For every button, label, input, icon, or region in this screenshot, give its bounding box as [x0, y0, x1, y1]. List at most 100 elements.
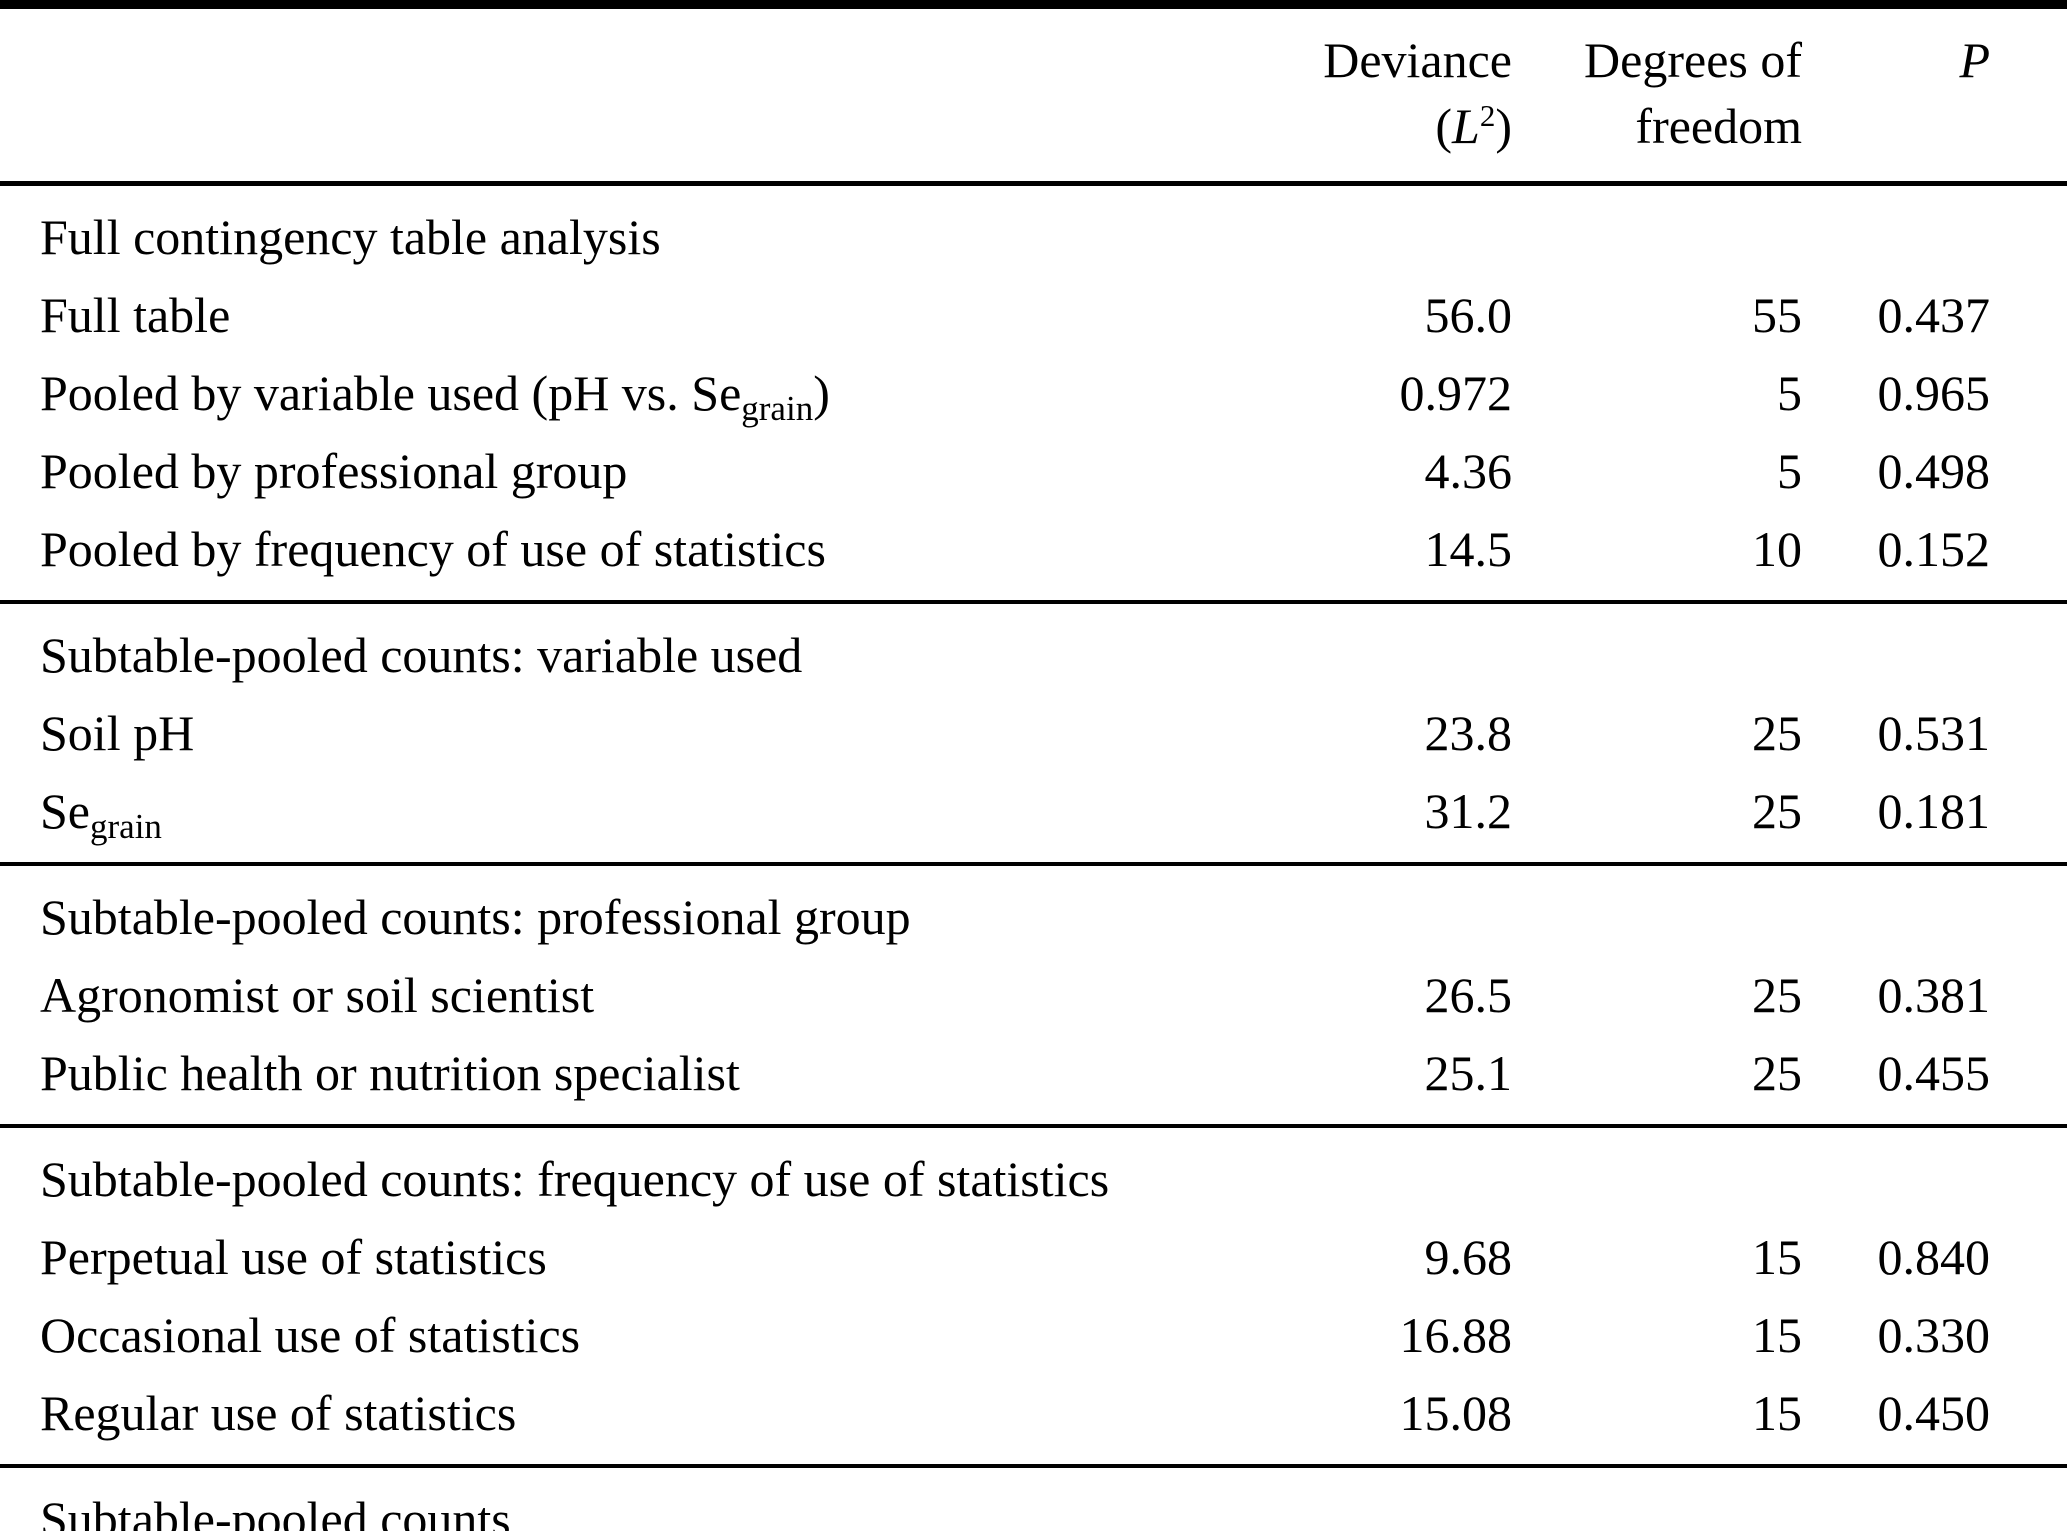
deviance-value: 16.88 [1399, 1307, 1513, 1363]
close-paren: ) [1495, 98, 1512, 154]
table-row: Soil pH 23.8 25 0.531 [0, 694, 2067, 772]
df-value [1512, 1466, 1802, 1531]
table-row: Occasional use of statistics 16.88 15 0.… [0, 1296, 2067, 1374]
section-header-label: Subtable-pooled counts [40, 1491, 511, 1531]
section-header-row: Subtable-pooled counts [0, 1466, 2067, 1531]
p-value: 0.498 [1877, 443, 1991, 499]
p-value: 0.531 [1877, 705, 1991, 761]
table-row: Segrain 31.2 25 0.181 [0, 772, 2067, 864]
grain-subscript: grain [90, 806, 162, 846]
deviance-value: 25.1 [1424, 1045, 1513, 1101]
p-value [1802, 1466, 2067, 1531]
df-value: 5 [1777, 443, 1802, 499]
df-value: 25 [1752, 967, 1802, 1023]
df-value: 15 [1752, 1385, 1802, 1441]
df-value: 25 [1752, 783, 1802, 839]
table-row: Pooled by professional group 4.36 5 0.49… [0, 432, 2067, 510]
row-label: Pooled by professional group [40, 443, 628, 499]
section-header-label: Subtable-pooled counts: frequency of use… [40, 1151, 1110, 1207]
p-value: 0.152 [1877, 521, 1991, 577]
section-header-row: Full contingency table analysis [0, 184, 2067, 277]
section-header-label: Full contingency table analysis [40, 209, 661, 265]
p-value: 0.437 [1877, 287, 1991, 343]
row-label: Agronomist or soil scientist [40, 967, 595, 1023]
header-row: Deviance (L2) Degrees of freedom P [0, 5, 2067, 184]
df-header-line1: Degrees of [1584, 32, 1802, 88]
deviance-value: 31.2 [1424, 783, 1513, 839]
section-header-label: Subtable-pooled counts: variable used [40, 627, 803, 683]
p-value [1802, 1126, 2067, 1218]
section-subtable-pooled-counts: Subtable-pooled counts Responses are uni… [0, 1466, 2067, 1531]
table-row: Public health or nutrition specialist 25… [0, 1034, 2067, 1126]
deviance-value: 26.5 [1424, 967, 1513, 1023]
df-value [1512, 864, 1802, 956]
deviance-value [1150, 864, 1512, 956]
deviance-value: 15.08 [1399, 1385, 1513, 1441]
p-value: 0.330 [1877, 1307, 1991, 1363]
df-value [1512, 1126, 1802, 1218]
df-header-line2: freedom [1635, 98, 1802, 154]
p-value: 0.455 [1877, 1045, 1991, 1101]
deviance-value [1150, 1466, 1512, 1531]
table-row: Perpetual use of statistics 9.68 15 0.84… [0, 1218, 2067, 1296]
section-header-row: Subtable-pooled counts: variable used [0, 602, 2067, 694]
section-professional-group: Subtable-pooled counts: professional gro… [0, 864, 2067, 1126]
deviance-value [1150, 1126, 1512, 1218]
table-row: Agronomist or soil scientist 26.5 25 0.3… [0, 956, 2067, 1034]
col-header-degrees-of-freedom: Degrees of freedom [1512, 5, 1802, 184]
l-symbol: L [1452, 98, 1480, 154]
p-value: 0.965 [1877, 365, 1991, 421]
table-row: Pooled by variable used (pH vs. Segrain)… [0, 354, 2067, 432]
section-header-row: Subtable-pooled counts: frequency of use… [0, 1126, 2067, 1218]
df-value: 15 [1752, 1307, 1802, 1363]
row-label: Occasional use of statistics [40, 1307, 581, 1363]
df-value: 25 [1752, 1045, 1802, 1101]
p-value: 0.840 [1877, 1229, 1991, 1285]
section-full-contingency: Full contingency table analysis Full tab… [0, 184, 2067, 603]
deviance-value [1150, 184, 1512, 277]
row-label: Perpetual use of statistics [40, 1229, 547, 1285]
row-label: Regular use of statistics [40, 1385, 517, 1441]
deviance-value: 0.972 [1399, 365, 1513, 421]
l-exponent: 2 [1479, 97, 1496, 133]
col-header-p: P [1802, 5, 2067, 184]
section-header-label: Subtable-pooled counts: professional gro… [40, 889, 911, 945]
df-value: 10 [1752, 521, 1802, 577]
section-frequency-of-use: Subtable-pooled counts: frequency of use… [0, 1126, 2067, 1466]
p-value [1802, 864, 2067, 956]
df-value [1512, 184, 1802, 277]
row-label: Soil pH [40, 705, 195, 761]
deviance-value [1150, 602, 1512, 694]
df-value: 5 [1777, 365, 1802, 421]
deviance-value: 4.36 [1424, 443, 1513, 499]
p-value: 0.181 [1877, 783, 1991, 839]
p-value [1802, 184, 2067, 277]
row-label: Pooled by variable used (pH vs. Segrain) [40, 365, 830, 428]
col-header-empty [0, 5, 1150, 184]
deviance-value: 9.68 [1424, 1229, 1513, 1285]
df-value: 55 [1752, 287, 1802, 343]
row-label: Pooled by frequency of use of statistics [40, 521, 826, 577]
df-value: 25 [1752, 705, 1802, 761]
table-row: Pooled by frequency of use of statistics… [0, 510, 2067, 602]
row-label: Segrain [40, 783, 162, 846]
table-row: Full table 56.0 55 0.437 [0, 276, 2067, 354]
deviance-formula: (L2) [1435, 98, 1512, 154]
df-value [1512, 602, 1802, 694]
section-variable-used: Subtable-pooled counts: variable used So… [0, 602, 2067, 864]
p-value: 0.381 [1877, 967, 1991, 1023]
row-label: Full table [40, 287, 231, 343]
grain-subscript: grain [741, 388, 814, 428]
section-header-row: Subtable-pooled counts: professional gro… [0, 864, 2067, 956]
open-paren: ( [1435, 98, 1453, 154]
row-label: Public health or nutrition specialist [40, 1045, 740, 1101]
deviance-value: 56.0 [1424, 287, 1513, 343]
col-header-deviance: Deviance (L2) [1150, 5, 1512, 184]
table-header: Deviance (L2) Degrees of freedom P [0, 5, 2067, 184]
df-value: 15 [1752, 1229, 1802, 1285]
deviance-header-text: Deviance [1323, 32, 1512, 88]
p-header-text: P [1959, 32, 1990, 88]
p-value: 0.450 [1877, 1385, 1991, 1441]
